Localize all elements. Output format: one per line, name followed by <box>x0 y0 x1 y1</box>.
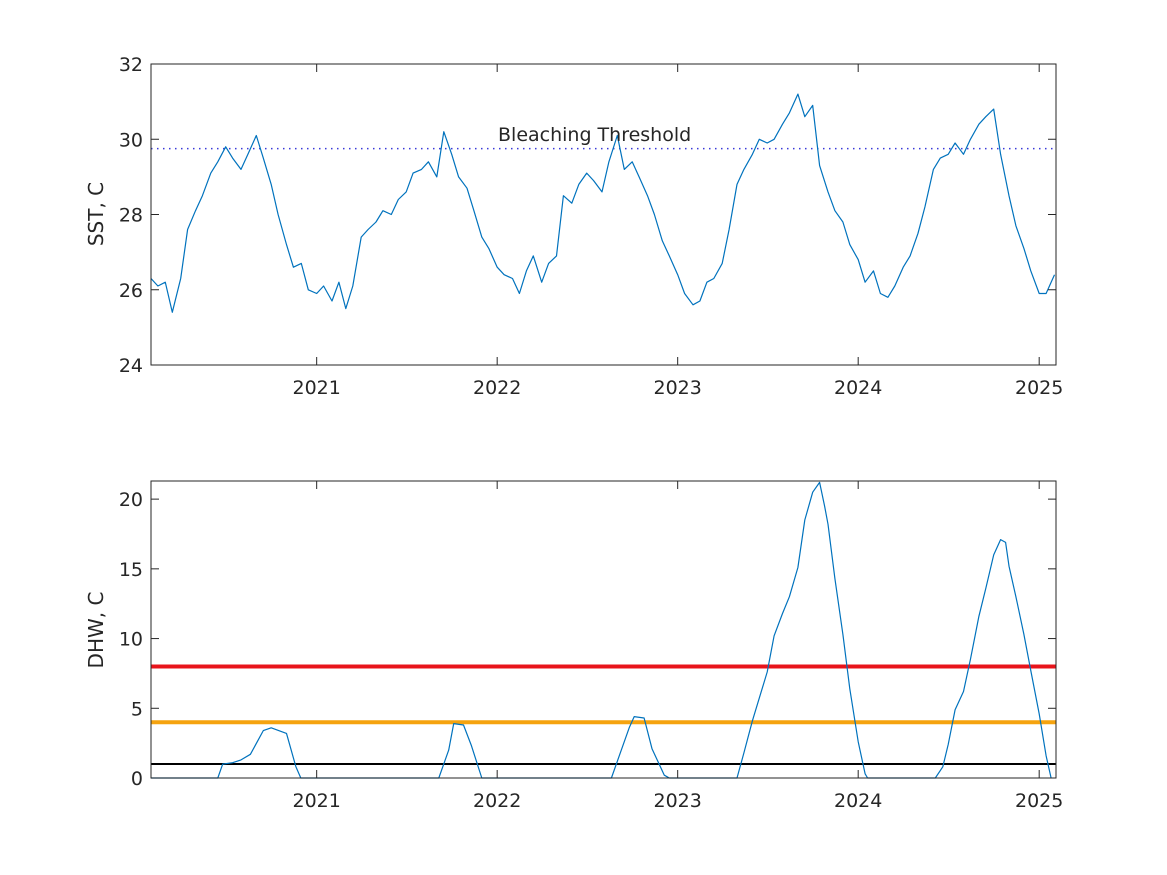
sst-x-tick-label: 2025 <box>1015 377 1063 399</box>
bleaching-threshold-label: Bleaching Threshold <box>498 124 691 146</box>
dhw-plot-area <box>151 481 1056 778</box>
sst-y-tick-label: 24 <box>119 355 143 377</box>
sst-series-line <box>150 93 1056 313</box>
dhw-ticks: 2021 2022 2023 2024 2025 0 5 10 15 20 <box>119 481 1063 812</box>
dhw-x-tick-label: 2022 <box>473 790 521 812</box>
dhw-x-tick-label: 2025 <box>1015 790 1063 812</box>
sst-axes-box <box>150 63 1057 366</box>
dhw-axes-box <box>150 480 1057 779</box>
sst-x-tick-label: 2021 <box>292 377 340 399</box>
dhw-y-tick-label: 15 <box>119 559 143 581</box>
dhw-y-tick-label: 20 <box>119 489 143 511</box>
dhw-y-tick-label: 0 <box>131 768 143 790</box>
dhw-y-tick-label: 10 <box>119 629 143 651</box>
sst-y-axis-label: SST, C <box>84 182 108 246</box>
dhw-x-tick-label: 2021 <box>292 790 340 812</box>
sst-y-tick-label: 30 <box>119 129 143 151</box>
sst-y-tick-label: 28 <box>119 205 143 227</box>
sst-x-tick-label: 2024 <box>834 377 882 399</box>
dhw-y-tick-label: 5 <box>131 698 143 720</box>
sst-y-tick-label: 32 <box>119 54 143 76</box>
dhw-panel: 2021 2022 2023 2024 2025 0 5 10 15 20 DHW, C <box>84 480 1063 812</box>
sst-plot-area <box>151 64 1056 365</box>
sst-y-tick-label: 26 <box>119 280 143 302</box>
sst-panel: 2021 2022 2023 2024 2025 24 26 28 30 32 Bleaching… <box>84 54 1063 399</box>
sst-x-tick-label: 2022 <box>473 377 521 399</box>
dhw-x-tick-label: 2024 <box>834 790 882 812</box>
dhw-x-tick-label: 2023 <box>654 790 702 812</box>
dhw-y-axis-label: DHW, C <box>84 592 108 669</box>
sst-x-tick-label: 2023 <box>654 377 702 399</box>
